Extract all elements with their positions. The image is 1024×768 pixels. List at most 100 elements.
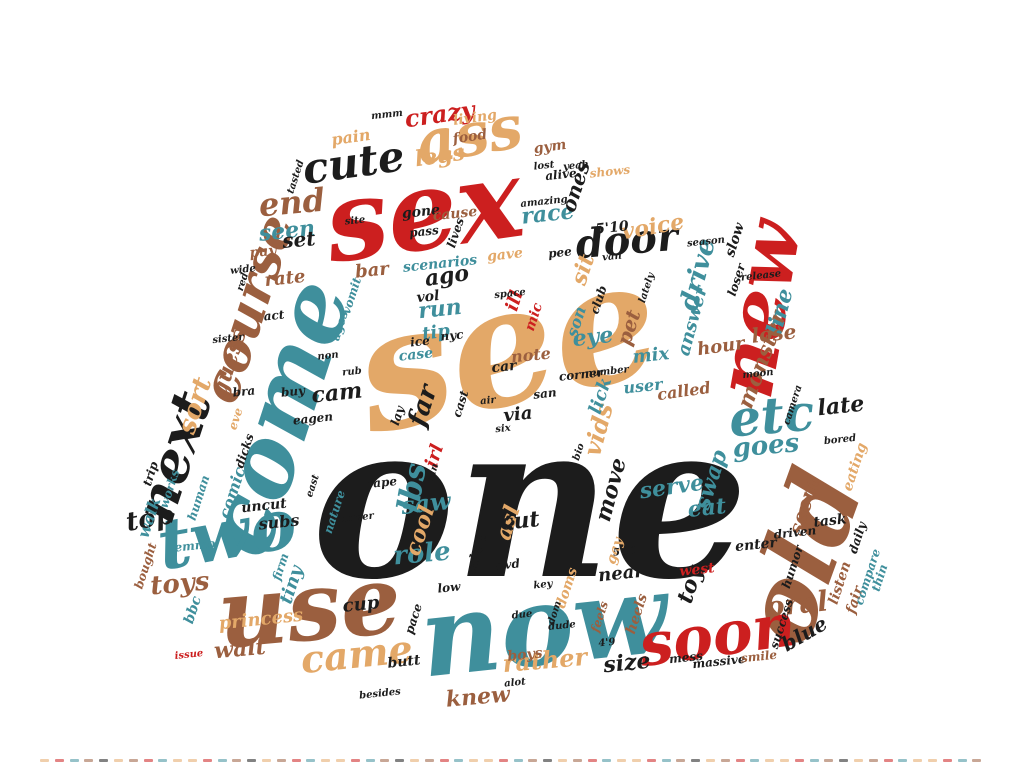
cloud-word-release: release [740,268,781,283]
cloud-word-pay: pay [249,243,278,262]
strip-mark [868,759,878,762]
cloud-word-nyc: nyc [440,327,465,343]
strip-mark [173,759,183,762]
cloud-word-eye: eye [571,322,614,352]
cloud-word-now: now [414,548,677,703]
cloud-word-van: van [602,251,623,264]
cloud-word-lose: lose [750,319,797,348]
cloud-word-scenarios: scenarios [402,252,478,276]
cloud-word-non: non [317,349,339,362]
cloud-word-west: west [679,560,716,580]
strip-mark [942,759,952,762]
cloud-word-seen: seen [257,215,317,247]
cloud-word-etc: etc [727,382,817,448]
strip-mark [439,759,449,762]
cloud-word-alot: alot [504,676,527,689]
cloud-word-via: via [502,403,533,427]
cloud-word-gone: gone [401,202,441,222]
strip-mark [469,759,479,762]
cloud-word-wide: wide [230,263,257,277]
cloud-word-vol: vol [416,288,440,306]
strip-mark [972,759,982,762]
cloud-word-pee: pee [547,244,572,260]
strip-mark [365,759,375,762]
strip-mark [247,759,257,762]
cloud-word-gave: gave [486,245,523,265]
strip-mark [99,759,109,762]
cloud-word-living: living [452,107,498,129]
cloud-word-act: act [263,307,285,323]
strip-mark [928,759,937,762]
cloud-word-ago: ago [423,260,470,292]
cloud-word-bra: bra [232,383,256,399]
cloud-word-pass: pass [408,223,439,240]
cloud-word-note: note [510,343,552,366]
cloud-word-task: task [813,511,848,530]
cloud-word-enter: enter [734,535,779,555]
cloud-word-eve: eve [225,406,245,432]
cloud-word-run: run [417,294,463,324]
cloud-word-rub: rub [342,366,363,379]
cloud-word-use: use [213,544,405,671]
cloud-word-case: case [398,345,434,365]
strip-mark [794,759,804,762]
cloud-word-food: food [451,127,489,148]
strip-mark [543,759,553,762]
cloud-word-bar: bar [354,258,391,283]
cloud-word-corner: corner [558,365,605,384]
strip-mark [558,759,567,762]
cloud-word-bio: bio [571,442,587,462]
strip-mark [528,759,538,762]
strip-mark [898,759,908,762]
strip-mark [128,759,138,762]
strip-mark [454,759,464,762]
cloud-word-4-9: 4'9 [598,637,616,650]
cloud-word-lbs: lbs [391,460,434,515]
cloud-word-smile: smile [740,648,778,666]
cloud-word-size: size [601,648,652,679]
strip-mark [262,759,271,762]
strip-mark [410,759,419,762]
cloud-word-knew: knew [445,681,512,713]
cloud-word-set: set [280,226,317,253]
cloud-word-cause: cause [432,204,478,225]
cloud-word-5-11: 5'11 [613,545,638,558]
cloud-word-gym: gym [533,137,568,157]
strip-mark [336,759,345,762]
strip-mark [750,759,760,762]
strip-mark [720,759,730,762]
cloud-word-race: race [520,198,576,229]
cloud-word-mix: mix [632,343,671,368]
strip-mark [276,759,286,762]
strip-mark [321,759,331,762]
cloud-word-number: number [585,364,630,380]
cloud-word-season: season [687,235,726,250]
strip-mark [69,759,79,762]
cloud-word-boys: boys [507,645,544,665]
strip-mark [188,759,197,762]
cloud-word-wait: wait [213,634,267,664]
strip-mark [395,759,405,762]
strip-mark [114,759,123,762]
strip-mark [498,759,508,762]
cloud-word-besides: besides [359,686,402,701]
strip-mark [691,759,701,762]
cloud-word-saw: saw [399,486,454,520]
cloud-word-air: air [480,395,497,408]
strip-mark [143,759,153,762]
cloud-word-car: car [491,358,519,377]
cloud-word-driven: driven [773,523,817,541]
cloud-word-rate: rate [264,266,307,291]
strip-mark [40,759,49,762]
strip-mark [957,759,967,762]
cloud-word-alive: alive [545,166,578,183]
strip-mark [646,759,656,762]
strip-mark [602,759,612,762]
cloud-word-dvd: dvd [495,556,521,572]
cloud-word-due: due [511,608,533,621]
strip-mark [232,759,242,762]
strip-mark [380,759,390,762]
strip-mark [484,759,493,762]
